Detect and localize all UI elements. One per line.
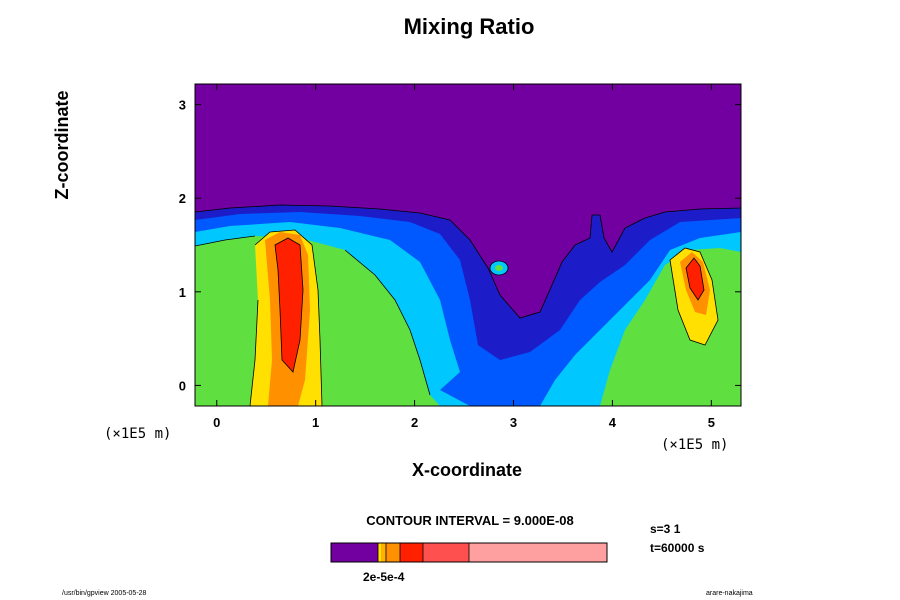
y-tick-label: 3 (179, 98, 186, 113)
colorbar-yellow (378, 543, 381, 562)
y-tick-label: 2 (179, 191, 186, 206)
x-tick-label: 1 (312, 415, 319, 430)
x-tick-label: 2 (411, 415, 418, 430)
y-tick-label: 0 (179, 378, 186, 393)
x-unit-right: (×1E5 m) (661, 437, 729, 453)
chart-title: Mixing Ratio (403, 14, 535, 39)
time-label: t=60000 s (650, 541, 705, 555)
y-axis-title: Z-coordinate (52, 90, 72, 200)
footer-left: /usr/bin/gpview 2005-05-28 (62, 590, 147, 597)
contour-lines (195, 204, 741, 406)
y-tick-label: 1 (179, 285, 186, 300)
contour-field (195, 84, 741, 406)
colorbar-pink (469, 543, 607, 562)
colorbar-amber (381, 543, 386, 562)
x-unit-left: (×1E5 m) (104, 426, 172, 442)
x-tick-label: 5 (708, 415, 715, 430)
colorbar-purple (331, 543, 378, 562)
y-axis: 0 1 2 3 (179, 98, 741, 393)
colorbar-orange (386, 543, 400, 562)
x-axis: 0 1 2 3 4 5 (213, 84, 715, 430)
x-axis-title: X-coordinate (411, 460, 522, 480)
colorbar-light-red (423, 543, 469, 562)
x-tick-label: 4 (609, 415, 617, 430)
footer-right: arare-nakajima (706, 590, 753, 597)
cyan-bubble-core (495, 265, 503, 271)
step-label: s=3 1 (650, 522, 681, 536)
level-red-right (686, 258, 704, 300)
colorbar-red (400, 543, 423, 562)
colorbar (330, 542, 608, 563)
x-tick-label: 0 (213, 415, 220, 430)
x-tick-label: 3 (510, 415, 517, 430)
contour-interval-label: CONTOUR INTERVAL = 9.000E-08 (366, 513, 574, 528)
level-red (275, 238, 303, 372)
colorbar-label: 2e-5e-4 (363, 570, 405, 584)
plot-frame (194, 83, 742, 407)
